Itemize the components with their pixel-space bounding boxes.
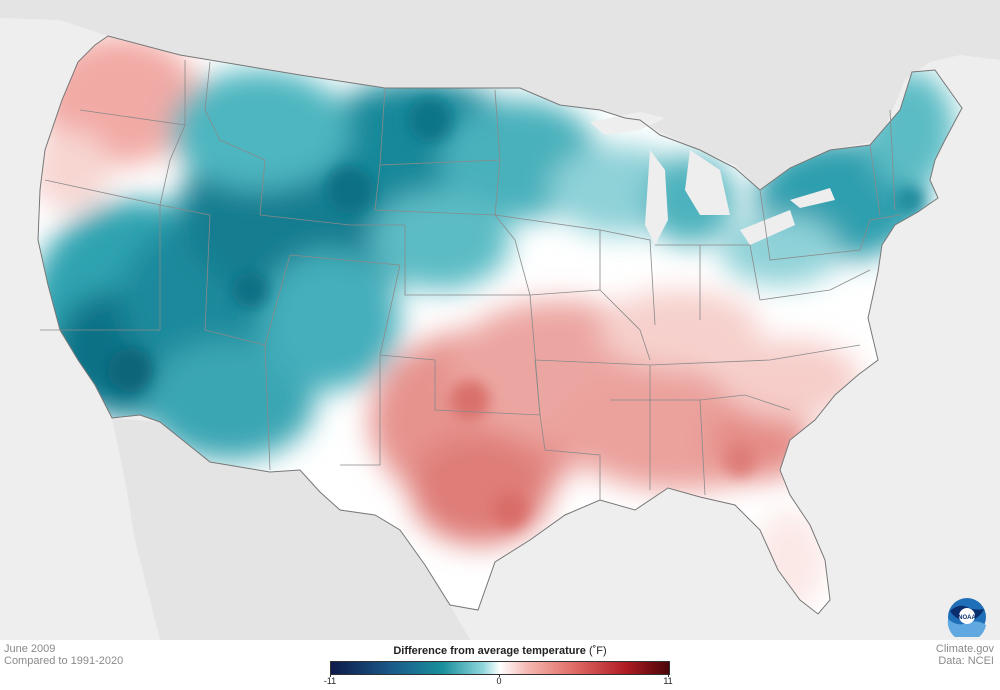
legend-max-label: 11 <box>663 676 673 686</box>
anomaly-detail <box>108 98 924 528</box>
legend-title-text: Difference from average temperature <box>393 645 586 657</box>
state-boundaries <box>37 35 963 615</box>
temperature-anomaly-map <box>0 0 1000 640</box>
data-source: Data: NCEI <box>938 655 994 667</box>
legend-tick-max <box>668 674 669 677</box>
noaa-logo: NOAA <box>947 598 986 637</box>
mexico-landmass <box>112 418 470 640</box>
svg-text:NOAA: NOAA <box>958 615 976 621</box>
legend-min-label: -11 <box>323 676 337 686</box>
legend-title: Difference from average temperature (˚F) <box>330 645 670 657</box>
footer: June 2009 Compared to 1991-2020 Differen… <box>0 640 1000 690</box>
baseline-period: Compared to 1991-2020 <box>4 655 124 667</box>
great-lakes <box>590 112 835 245</box>
legend-tick-min <box>330 674 331 677</box>
map-date: June 2009 <box>4 643 56 655</box>
legend-tick-mid <box>499 674 500 677</box>
map-background <box>0 0 1000 640</box>
canada-landmass <box>0 0 1000 190</box>
legend-mid-label: 0 <box>496 676 502 686</box>
credit-label: Climate.gov <box>935 643 994 655</box>
legend-color-scale <box>330 661 670 675</box>
legend-unit: (˚F) <box>588 645 607 657</box>
